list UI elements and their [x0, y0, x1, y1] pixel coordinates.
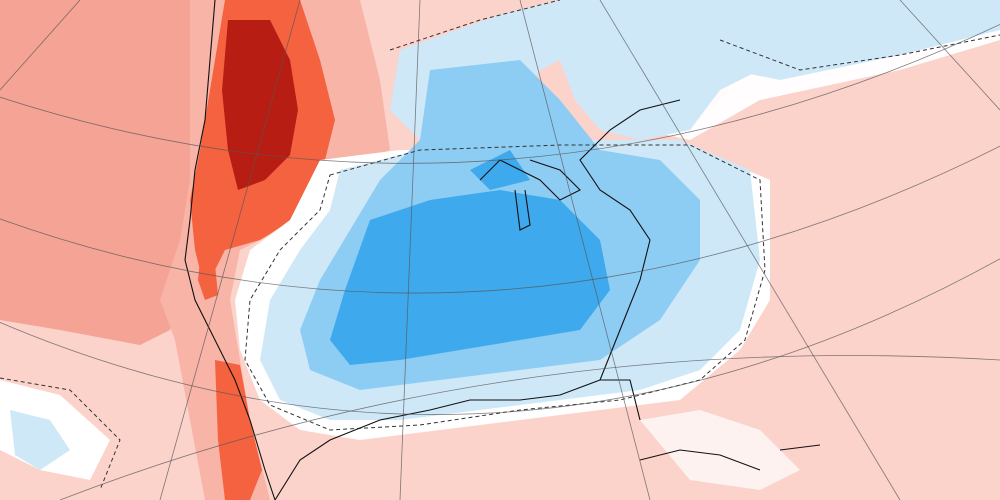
latitude-line — [0, 258, 1000, 415]
zero-contour — [389, 0, 561, 51]
latitude-line — [0, 145, 1000, 294]
great-lakes — [479, 159, 581, 231]
longitude-line — [519, 0, 651, 500]
mx-warm — [215, 360, 262, 500]
coastline — [579, 99, 681, 381]
longitude-line — [399, 0, 421, 500]
colder-lakes — [470, 150, 530, 190]
colder-us — [330, 190, 610, 365]
zero-contour — [244, 144, 766, 431]
longitude-line — [159, 0, 301, 500]
pacific-cool — [10, 410, 70, 470]
longitude-line — [0, 0, 81, 91]
islands — [639, 444, 821, 471]
latitude-line — [59, 355, 1000, 500]
coastline — [274, 379, 641, 500]
coastline — [184, 0, 276, 500]
cool-labrador — [700, 0, 1000, 80]
ca-warm — [198, 260, 218, 300]
zero-contour — [719, 34, 1000, 71]
longitude-line — [599, 0, 901, 500]
nw-hot — [222, 20, 298, 190]
pacific-warm — [0, 0, 230, 345]
zero-contour — [0, 377, 121, 491]
longitude-line — [899, 0, 1000, 111]
latitude-line — [0, 23, 1000, 164]
